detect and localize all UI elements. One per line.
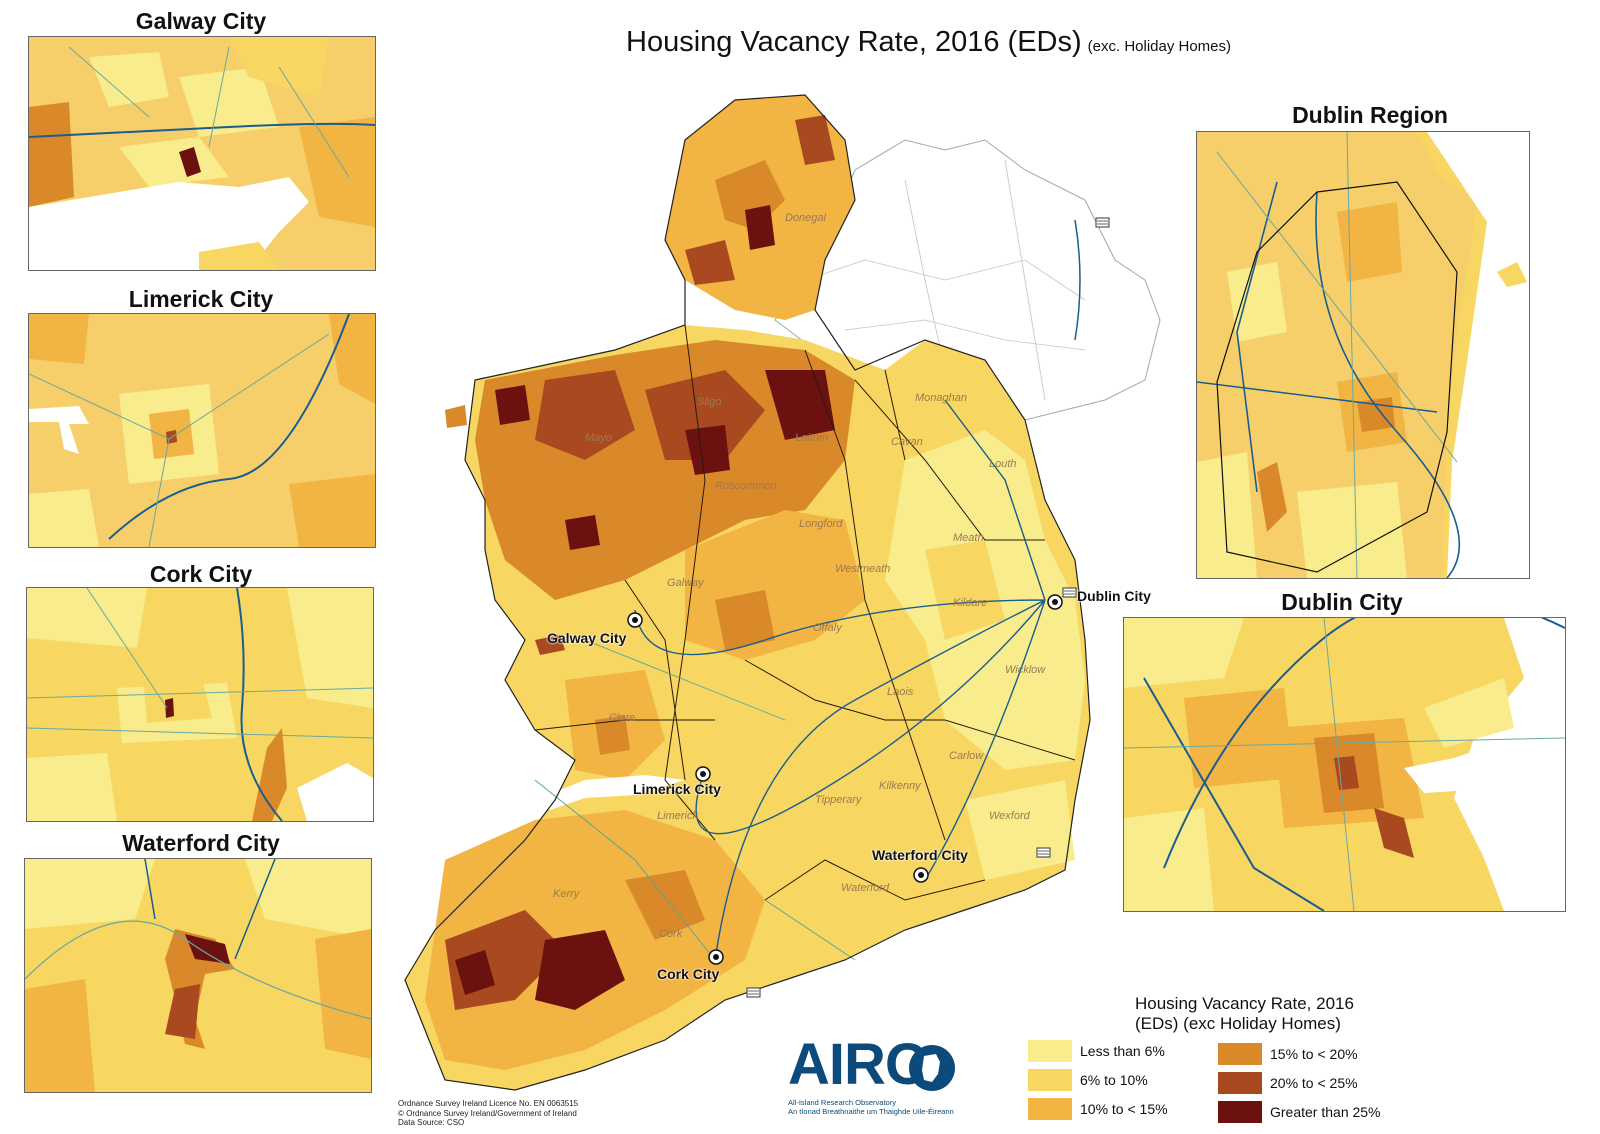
- legend-title-line2: (EDs) (exc Holiday Homes): [1135, 1014, 1341, 1033]
- ferry-port-icon: [1036, 847, 1051, 858]
- city-label-limerick: Limerick City: [633, 781, 721, 797]
- legend-title: Housing Vacancy Rate, 2016 (EDs) (exc Ho…: [1135, 994, 1354, 1034]
- airo-logo-line2: An tIonad Breathnaithe um Thaighde Uile-…: [788, 1107, 954, 1116]
- map-title: Housing Vacancy Rate, 2016 (EDs) (exc. Ho…: [626, 26, 1231, 59]
- county-label-limerick: Limerick: [657, 810, 698, 822]
- dublin-city-inset-map: [1124, 618, 1565, 911]
- airo-logo-text: AIRO: [788, 1032, 930, 1097]
- city-label-dublin: Dublin City: [1077, 588, 1151, 604]
- waterford-inset-map: [25, 859, 371, 1092]
- inset-dublin-region[interactable]: [1196, 131, 1530, 579]
- cork-inset-map: [27, 588, 373, 821]
- county-label-mayo: Mayo: [585, 432, 612, 444]
- ireland-globe-icon: [909, 1045, 955, 1091]
- waterford-city-marker[interactable]: [913, 867, 929, 883]
- credits-copyright: © Ordnance Survey Ireland/Government of …: [398, 1108, 577, 1118]
- dublin-region-inset-map: [1197, 132, 1529, 578]
- inset-title-dublin-region: Dublin Region: [1292, 102, 1448, 128]
- inset-title-limerick: Limerick City: [128, 286, 274, 312]
- legend-label: 15% to < 20%: [1270, 1046, 1358, 1062]
- inset-waterford-city[interactable]: [24, 858, 372, 1093]
- county-label-kerry: Kerry: [553, 888, 580, 900]
- legend-swatch: [1218, 1072, 1262, 1094]
- county-label-tipperary: Tipperary: [815, 794, 862, 806]
- airo-logo-line1: All-Island Research Observatory: [788, 1098, 896, 1107]
- ferry-port-icon: [1095, 217, 1110, 228]
- ireland-main-map[interactable]: Donegal Sligo Mayo Leitrim Roscommon Lon…: [385, 80, 1215, 1125]
- county-label-wexford: Wexford: [989, 810, 1030, 822]
- legend-item-6-to-10: 6% to 10%: [1028, 1069, 1148, 1091]
- limerick-city-marker[interactable]: [695, 766, 711, 782]
- limerick-inset-map: [29, 314, 375, 547]
- county-label-waterford: Waterford: [841, 882, 890, 894]
- legend-title-line1: Housing Vacancy Rate, 2016: [1135, 994, 1354, 1013]
- dublin-city-marker[interactable]: [1047, 594, 1063, 610]
- airo-logo: AIRO All-Island Research Observatory An …: [788, 1032, 958, 1116]
- inset-cork-city[interactable]: [26, 587, 374, 822]
- inset-dublin-city[interactable]: [1123, 617, 1566, 912]
- county-label-louth: Louth: [989, 458, 1017, 470]
- ferry-port-icon: [1062, 587, 1077, 598]
- county-label-kildare: Kildare: [953, 597, 988, 609]
- map-credits: Ordnance Survey Ireland Licence No. EN 0…: [398, 1099, 578, 1128]
- galway-city-marker[interactable]: [627, 612, 643, 628]
- legend-item-15-to-20: 15% to < 20%: [1218, 1043, 1358, 1065]
- county-label-kilkenny: Kilkenny: [879, 780, 921, 792]
- county-label-galway: Galway: [667, 577, 704, 589]
- legend-swatch: [1028, 1069, 1072, 1091]
- galway-inset-map: [29, 37, 375, 270]
- legend-item-20-to-25: 20% to < 25%: [1218, 1072, 1358, 1094]
- county-label-wicklow: Wicklow: [1005, 664, 1046, 676]
- county-label-donegal: Donegal: [785, 212, 826, 224]
- county-label-cork: Cork: [659, 928, 683, 940]
- legend-label: 20% to < 25%: [1270, 1075, 1358, 1091]
- map-title-sub: (exc. Holiday Homes): [1087, 38, 1232, 55]
- legend-label: Less than 6%: [1080, 1043, 1165, 1059]
- county-label-monaghan: Monaghan: [915, 392, 967, 404]
- city-label-waterford: Waterford City: [872, 847, 968, 863]
- county-label-roscommon: Roscommon: [715, 480, 777, 492]
- county-label-laois: Laois: [887, 686, 914, 698]
- legend-item-greater-than-25: Greater than 25%: [1218, 1101, 1381, 1123]
- legend-label: 6% to 10%: [1080, 1072, 1148, 1088]
- county-label-leitrim: Leitrim: [795, 432, 829, 444]
- county-label-cavan: Cavan: [891, 436, 923, 448]
- legend-label: 10% to < 15%: [1080, 1101, 1168, 1117]
- legend-swatch: [1028, 1040, 1072, 1062]
- county-label-meath: Meath: [953, 532, 984, 544]
- inset-galway-city[interactable]: [28, 36, 376, 271]
- inset-title-cork: Cork City: [149, 561, 253, 587]
- county-label-westmeath: Westmeath: [835, 563, 891, 575]
- inset-title-waterford: Waterford City: [122, 830, 280, 856]
- credits-licence: Ordnance Survey Ireland Licence No. EN 0…: [398, 1099, 579, 1108]
- credits-data-source: Data Source: CSO: [398, 1118, 465, 1127]
- map-title-main: Housing Vacancy Rate, 2016 (EDs): [626, 26, 1082, 58]
- legend-swatch: [1218, 1043, 1262, 1065]
- inset-title-galway: Galway City: [135, 8, 267, 34]
- county-label-sligo: Sligo: [697, 396, 722, 408]
- legend-label: Greater than 25%: [1270, 1104, 1381, 1120]
- cork-city-marker[interactable]: [708, 949, 724, 965]
- legend-item-10-to-15: 10% to < 15%: [1028, 1098, 1168, 1120]
- county-label-longford: Longford: [799, 518, 843, 530]
- inset-limerick-city[interactable]: [28, 313, 376, 548]
- legend-swatch: [1218, 1101, 1262, 1123]
- county-label-carlow: Carlow: [949, 750, 984, 762]
- legend-item-less-than-6: Less than 6%: [1028, 1040, 1165, 1062]
- county-label-clare: Clare: [609, 712, 636, 724]
- inset-title-dublin-city: Dublin City: [1281, 589, 1403, 615]
- legend-swatch: [1028, 1098, 1072, 1120]
- city-label-cork: Cork City: [657, 966, 720, 982]
- ireland-choropleth: [404, 94, 1161, 1091]
- city-label-galway: Galway City: [547, 630, 627, 646]
- ferry-port-icon: [746, 987, 761, 998]
- county-label-offaly: Offaly: [813, 622, 842, 634]
